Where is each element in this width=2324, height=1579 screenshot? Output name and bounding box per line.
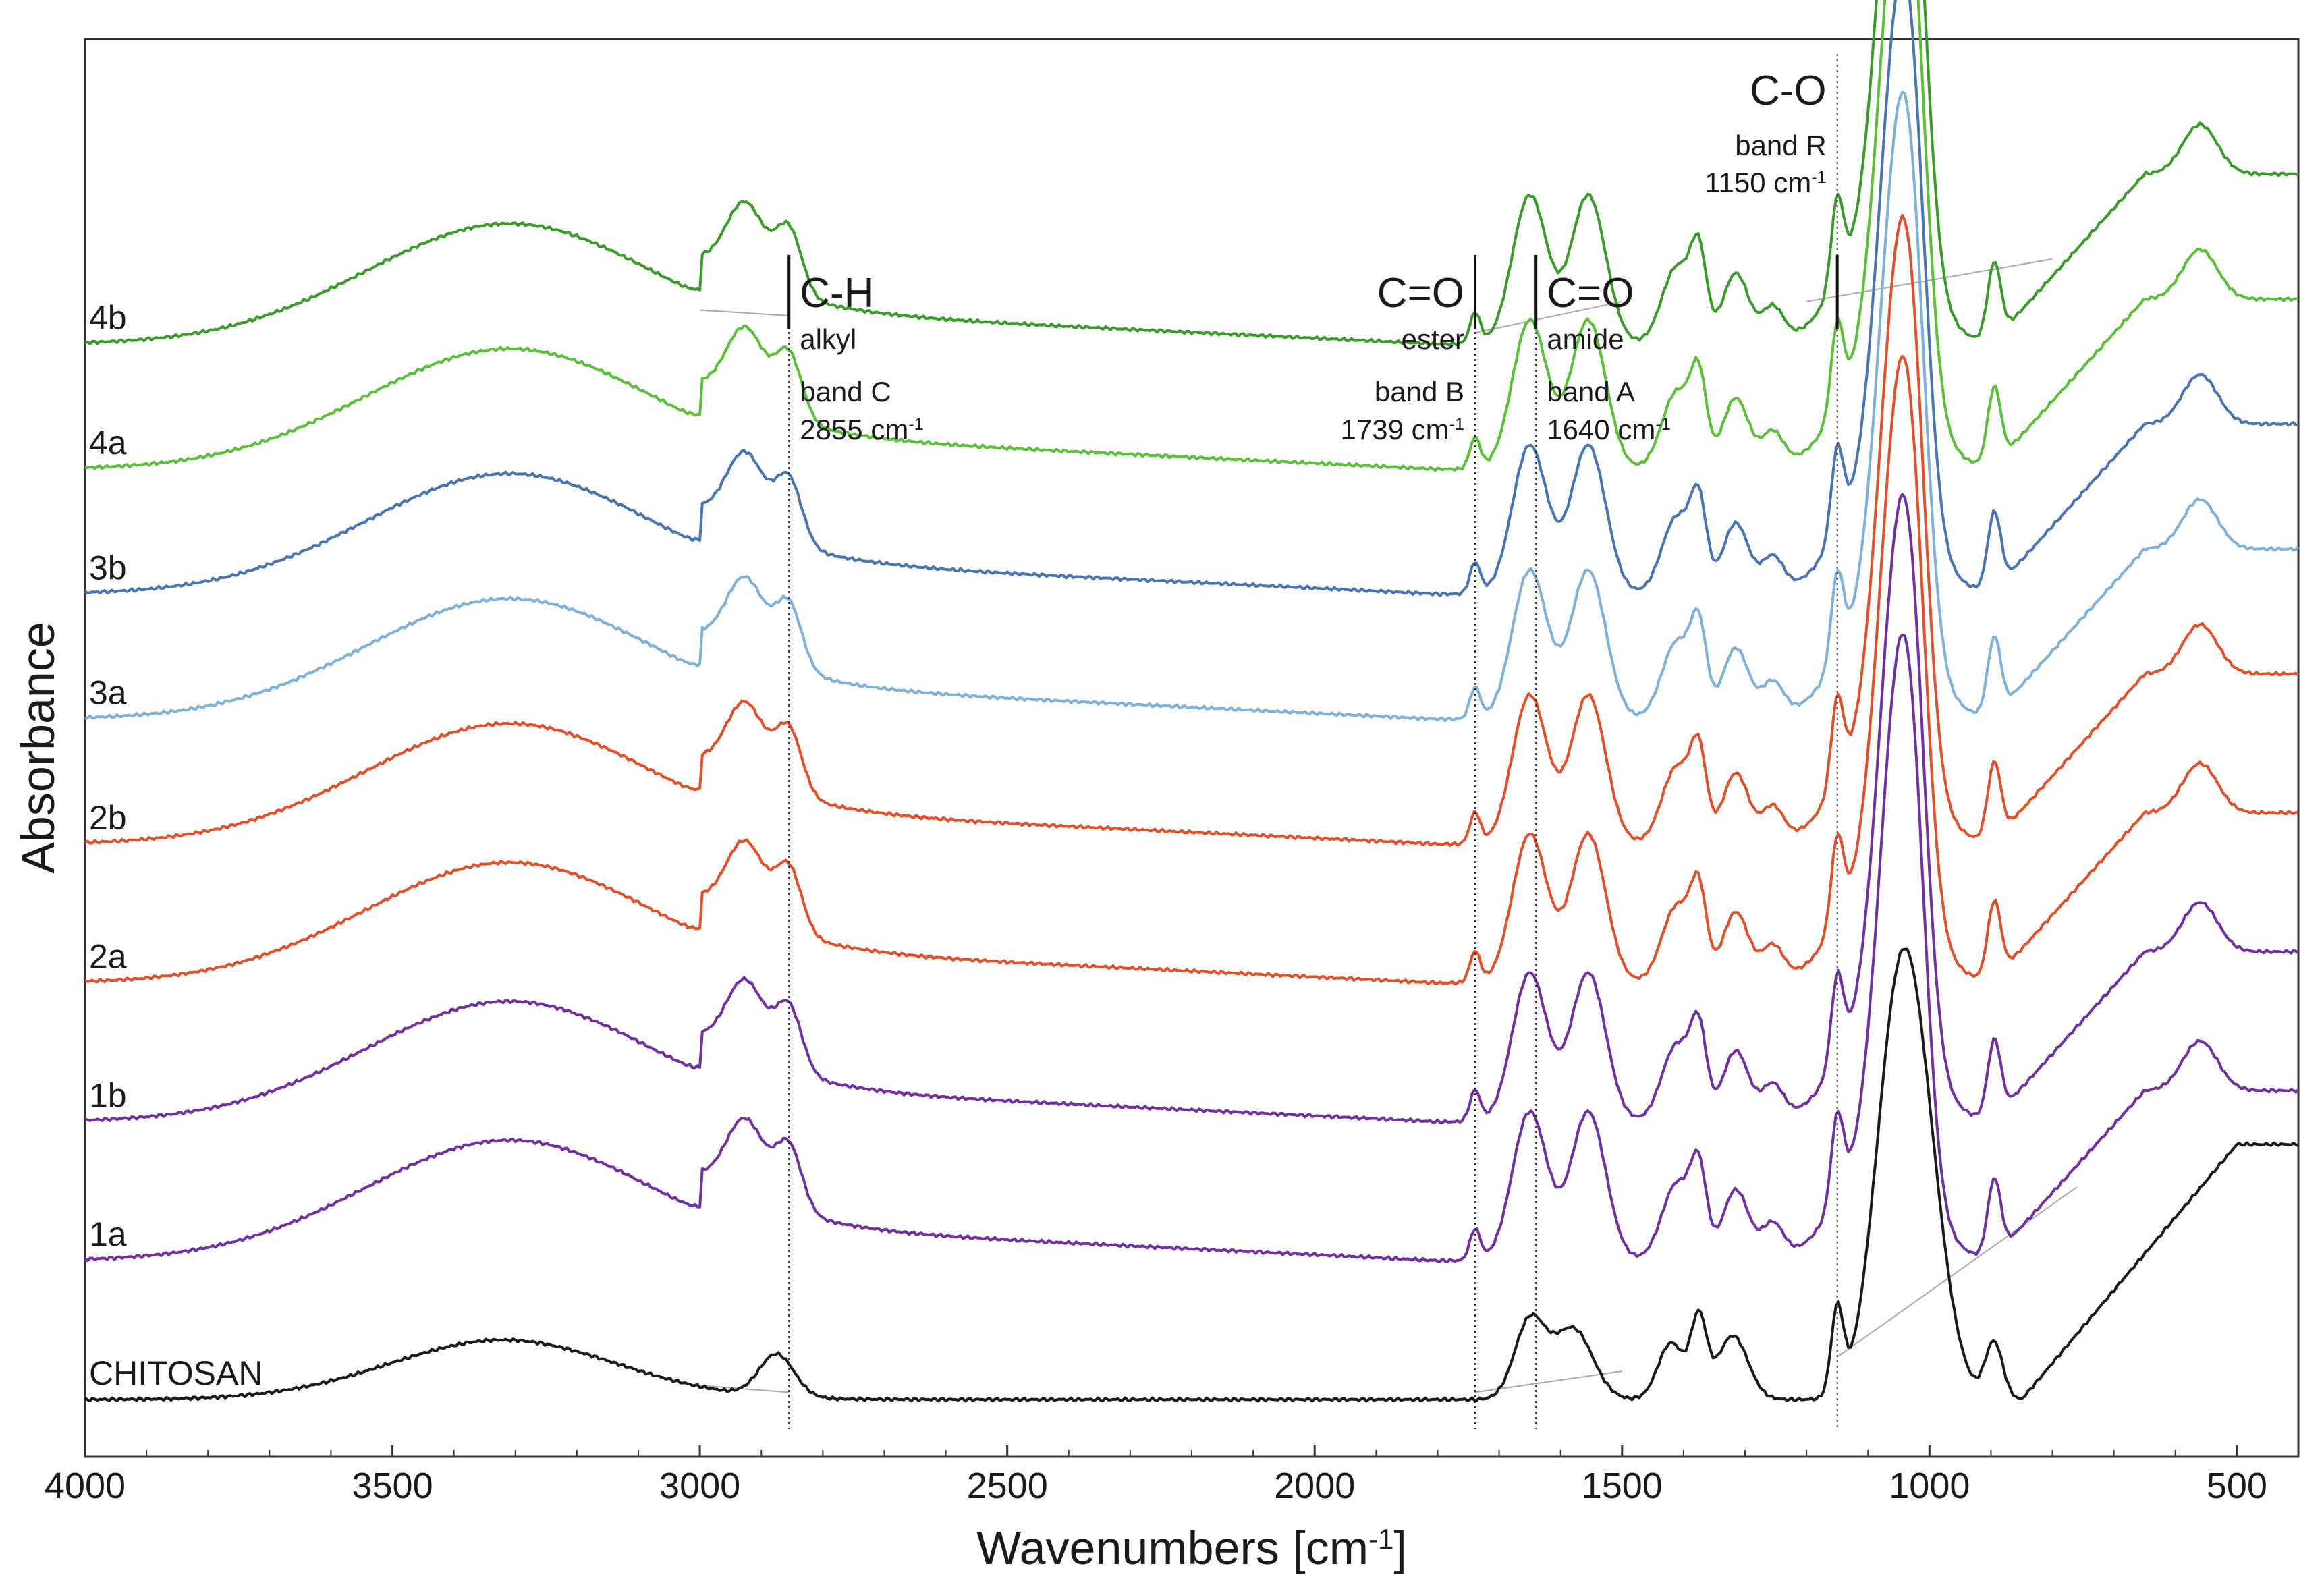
series-line-chitosan xyxy=(84,947,2299,1403)
series-line-1a xyxy=(84,633,2300,1263)
band-c-wavenumber: 2855 cm-1 xyxy=(800,414,924,445)
band-c-subtitle: alkyl xyxy=(800,323,856,355)
series-line-4b xyxy=(84,0,2299,347)
series-label-3b: 3b xyxy=(89,549,127,586)
series-label-2b: 2b xyxy=(89,799,127,837)
x-tick-label: 3000 xyxy=(659,1466,740,1506)
band-a-title: C=O xyxy=(1547,270,1634,316)
x-tick-label: 4000 xyxy=(45,1466,126,1506)
band-b-wavenumber: 1739 cm-1 xyxy=(1341,414,1465,445)
x-tick-label: 500 xyxy=(2207,1466,2267,1506)
band-a-subtitle: amide xyxy=(1547,323,1624,355)
series-line-3a xyxy=(84,90,2300,723)
band-b-band: band B xyxy=(1375,376,1464,408)
x-tick-label: 2500 xyxy=(967,1466,1048,1506)
band-c-title: C-H xyxy=(800,270,874,316)
band-b-title: C=O xyxy=(1377,270,1464,316)
series-label-2a: 2a xyxy=(89,938,127,976)
series-line-2a xyxy=(84,354,2299,986)
band-r-title: C-O xyxy=(1750,67,1827,114)
series-label-3a: 3a xyxy=(89,674,127,712)
band-c-band: band C xyxy=(800,376,891,408)
series-label-4b: 4b xyxy=(89,299,127,337)
x-tick-label: 1500 xyxy=(1582,1466,1663,1506)
series-line-3b xyxy=(84,0,2299,597)
baseline-segment xyxy=(700,309,790,316)
series-label-4a: 4a xyxy=(89,424,127,462)
series-line-1b xyxy=(84,493,2300,1124)
band-b-subtitle: ester xyxy=(1402,323,1464,355)
x-tick-label: 3500 xyxy=(352,1466,433,1506)
series-label-1a: 1a xyxy=(89,1215,127,1253)
series-line-4a xyxy=(84,0,2299,472)
x-tick-label: 1000 xyxy=(1889,1466,1970,1506)
series-label-chitosan: CHITOSAN xyxy=(89,1354,262,1392)
x-axis-title: Wavenumbers [cm-1] xyxy=(976,1522,1407,1574)
baseline-segment xyxy=(1837,1186,2078,1358)
baseline-segment xyxy=(1474,300,1622,334)
band-a-wavenumber: 1640 cm-1 xyxy=(1547,414,1671,445)
baseline-segment xyxy=(1806,258,2053,302)
baseline-segment xyxy=(700,1385,790,1393)
series-label-1b: 1b xyxy=(89,1076,127,1114)
band-r-wavenumber: 1150 cm-1 xyxy=(1705,167,1826,198)
y-axis-title: Absorbance xyxy=(11,621,64,874)
series-line-2b xyxy=(84,213,2300,847)
band-a-band: band A xyxy=(1547,376,1635,408)
x-tick-label: 2000 xyxy=(1274,1466,1355,1506)
band-r-band: band R xyxy=(1735,130,1826,161)
